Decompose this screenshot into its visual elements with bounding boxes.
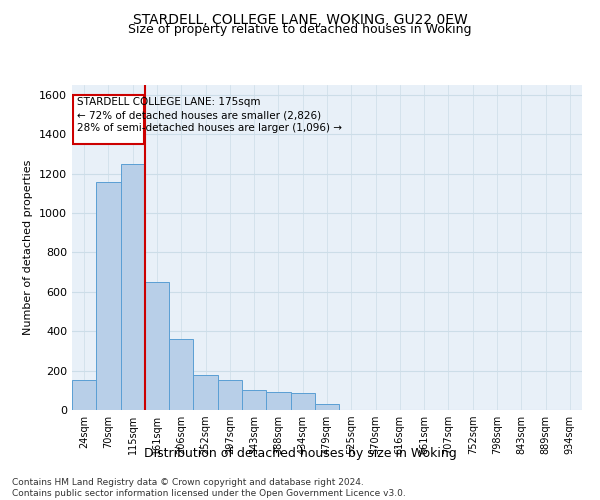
Bar bbox=[290, 394, 315, 410]
Bar bbox=[242, 390, 266, 410]
Text: Contains HM Land Registry data © Crown copyright and database right 2024.
Contai: Contains HM Land Registry data © Crown c… bbox=[12, 478, 406, 498]
Bar bbox=[73, 95, 143, 144]
Bar bbox=[266, 392, 290, 410]
Bar bbox=[315, 404, 339, 410]
Bar bbox=[169, 339, 193, 410]
Bar bbox=[193, 374, 218, 410]
Text: Distribution of detached houses by size in Woking: Distribution of detached houses by size … bbox=[143, 447, 457, 460]
Y-axis label: Number of detached properties: Number of detached properties bbox=[23, 160, 34, 335]
Bar bbox=[218, 380, 242, 410]
Text: Size of property relative to detached houses in Woking: Size of property relative to detached ho… bbox=[128, 22, 472, 36]
Bar bbox=[121, 164, 145, 410]
Bar bbox=[145, 282, 169, 410]
Bar bbox=[96, 182, 121, 410]
Bar bbox=[72, 380, 96, 410]
Text: STARDELL COLLEGE LANE: 175sqm
← 72% of detached houses are smaller (2,826)
28% o: STARDELL COLLEGE LANE: 175sqm ← 72% of d… bbox=[77, 97, 342, 133]
Text: STARDELL, COLLEGE LANE, WOKING, GU22 0EW: STARDELL, COLLEGE LANE, WOKING, GU22 0EW bbox=[133, 12, 467, 26]
